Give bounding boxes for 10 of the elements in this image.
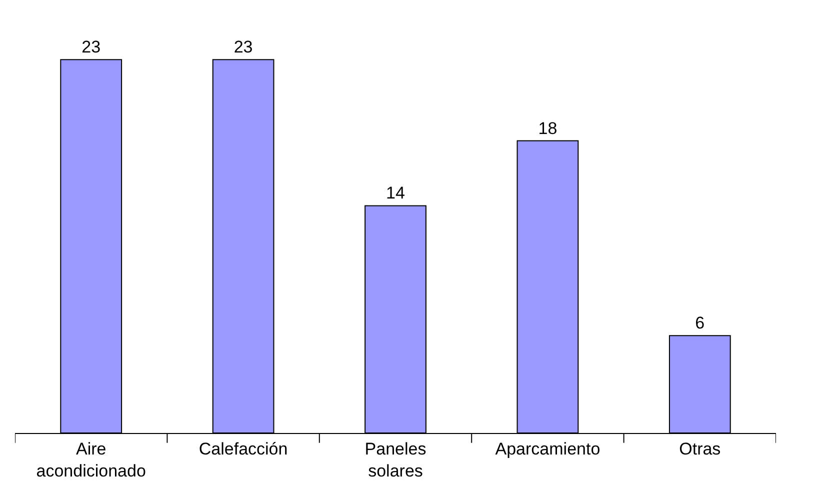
data-label: 18 (538, 118, 558, 138)
data-label: 6 (695, 314, 705, 333)
x-tick-label: Aire acondicionado (36, 439, 146, 480)
x-tick-label: Calefacción (198, 439, 288, 458)
x-tick-label: Aparcamiento (495, 439, 600, 458)
data-label: 23 (234, 38, 253, 57)
x-tick-label: Paneles solares (364, 439, 426, 480)
data-label: 23 (82, 38, 101, 57)
x-tick-label: Otras (679, 439, 721, 458)
data-label: 14 (386, 184, 405, 203)
